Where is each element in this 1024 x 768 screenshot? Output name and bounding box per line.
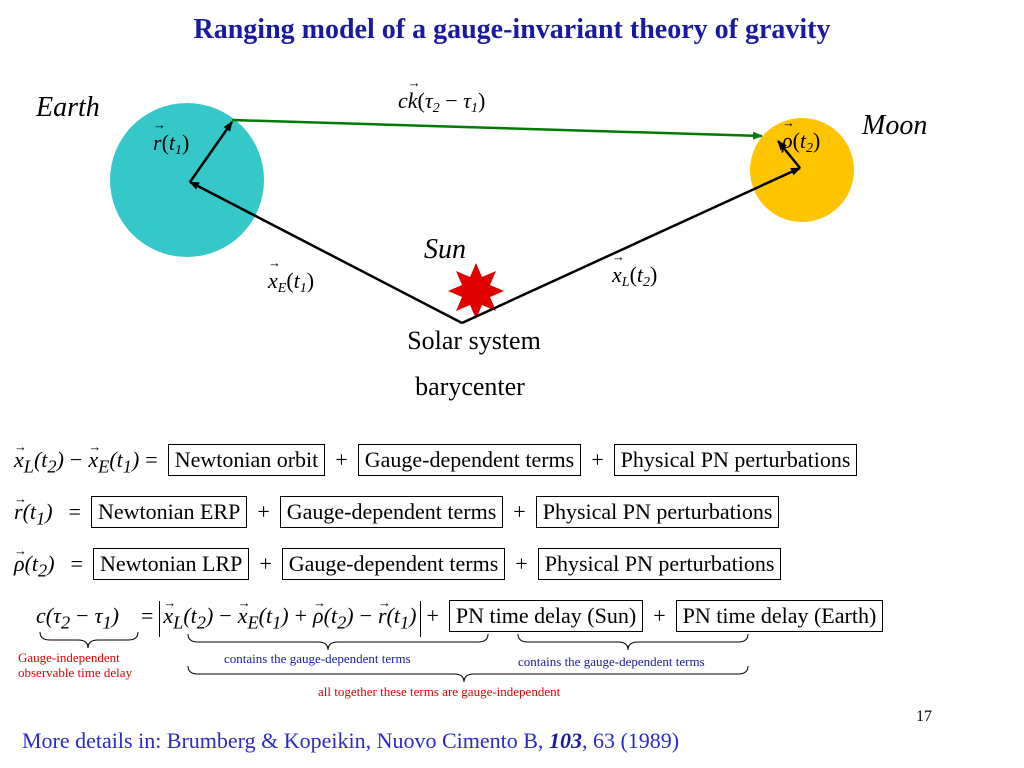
row1-term-2: Gauge-dependent terms (357, 444, 582, 476)
barycenter-label-line2: barycenter (415, 372, 525, 401)
earth-label: Earth (36, 92, 100, 123)
brace-note-lhs: Gauge-independent observable time delay (18, 650, 133, 680)
row3-lhs: ρ(t2)= (14, 533, 89, 580)
brace-note-sun: contains the gauge-dependent terms (518, 654, 705, 669)
earth-position-label: xE(t1) (268, 255, 314, 297)
brace-all (187, 665, 749, 683)
moon-label: Moon (862, 110, 928, 141)
row2-term-3: Physical PN perturbations (535, 496, 780, 528)
brace-note-abs: contains the gauge-dependent terms (224, 651, 411, 666)
row2-lhs: r(t1)= (14, 481, 87, 528)
moon-position-label: xL(t2) (612, 249, 657, 291)
brace-note-all: all together these terms are gauge-indep… (318, 684, 561, 699)
moon-vector-label: ρ(t2) (782, 115, 820, 157)
row2-term-1: Newtonian ERP (90, 496, 248, 528)
light-path-label: ck(τ2 − τ1) (398, 75, 485, 117)
equation-row-2: r(t1)=Newtonian ERP+Gauge-dependent term… (14, 481, 783, 536)
earth-disk (110, 103, 264, 257)
light-path-arrow (231, 118, 763, 140)
row4-lhs: c(τ2− τ1) (36, 603, 119, 633)
reference-footer: More details in: Brumberg & Kopeikin, Nu… (22, 728, 679, 754)
equation-row-3: ρ(t2)=Newtonian LRP+Gauge-dependent term… (14, 533, 785, 588)
earth-ranging-vector (188, 121, 234, 183)
barycenter-label-line1: Solar system (407, 326, 541, 355)
brace-sun (517, 633, 749, 651)
row3-term-1: Newtonian LRP (92, 548, 250, 580)
slide-title: Ranging model of a gauge-invariant theor… (193, 14, 831, 45)
earth-position-vector (189, 180, 463, 325)
equation-row-4: c(τ2−τ1)=xL(t2)−xE(t1)+ρ(t2)−r(t1)+PN ti… (36, 588, 887, 640)
reference-prefix: More details in: Brumberg & Kopeikin, Nu… (22, 728, 549, 753)
earth-vector-label: r(t1) (153, 117, 189, 159)
page-number: 17 (916, 708, 932, 725)
row3-term-2: Gauge-dependent terms (281, 548, 506, 580)
row3-term-3: Physical PN perturbations (537, 548, 782, 580)
equation-row-1: xL(t2)−xE(t1)=Newtonian orbit+Gauge-depe… (14, 429, 861, 484)
sun-label: Sun (424, 234, 466, 265)
brace-abs (187, 633, 489, 651)
row1-lhs: xL(t2)−xE(t1)= (14, 429, 164, 476)
row2-term-2: Gauge-dependent terms (279, 496, 504, 528)
moon-disk (750, 118, 854, 222)
brace-lhs (39, 631, 139, 649)
moon-position-vector (461, 166, 801, 325)
reference-suffix: , 63 (1989) (581, 728, 680, 753)
row1-term-1: Newtonian orbit (167, 444, 326, 476)
reference-volume: 103 (548, 728, 582, 753)
sun-icon (448, 263, 504, 319)
row4-abs-value: xL(t2)−xE(t1)+ρ(t2)−r(t1) (159, 588, 421, 638)
row1-term-3: Physical PN perturbations (613, 444, 858, 476)
row4-term-1: PN time delay (Sun) (448, 600, 644, 632)
row4-term-2: PN time delay (Earth) (675, 600, 884, 632)
